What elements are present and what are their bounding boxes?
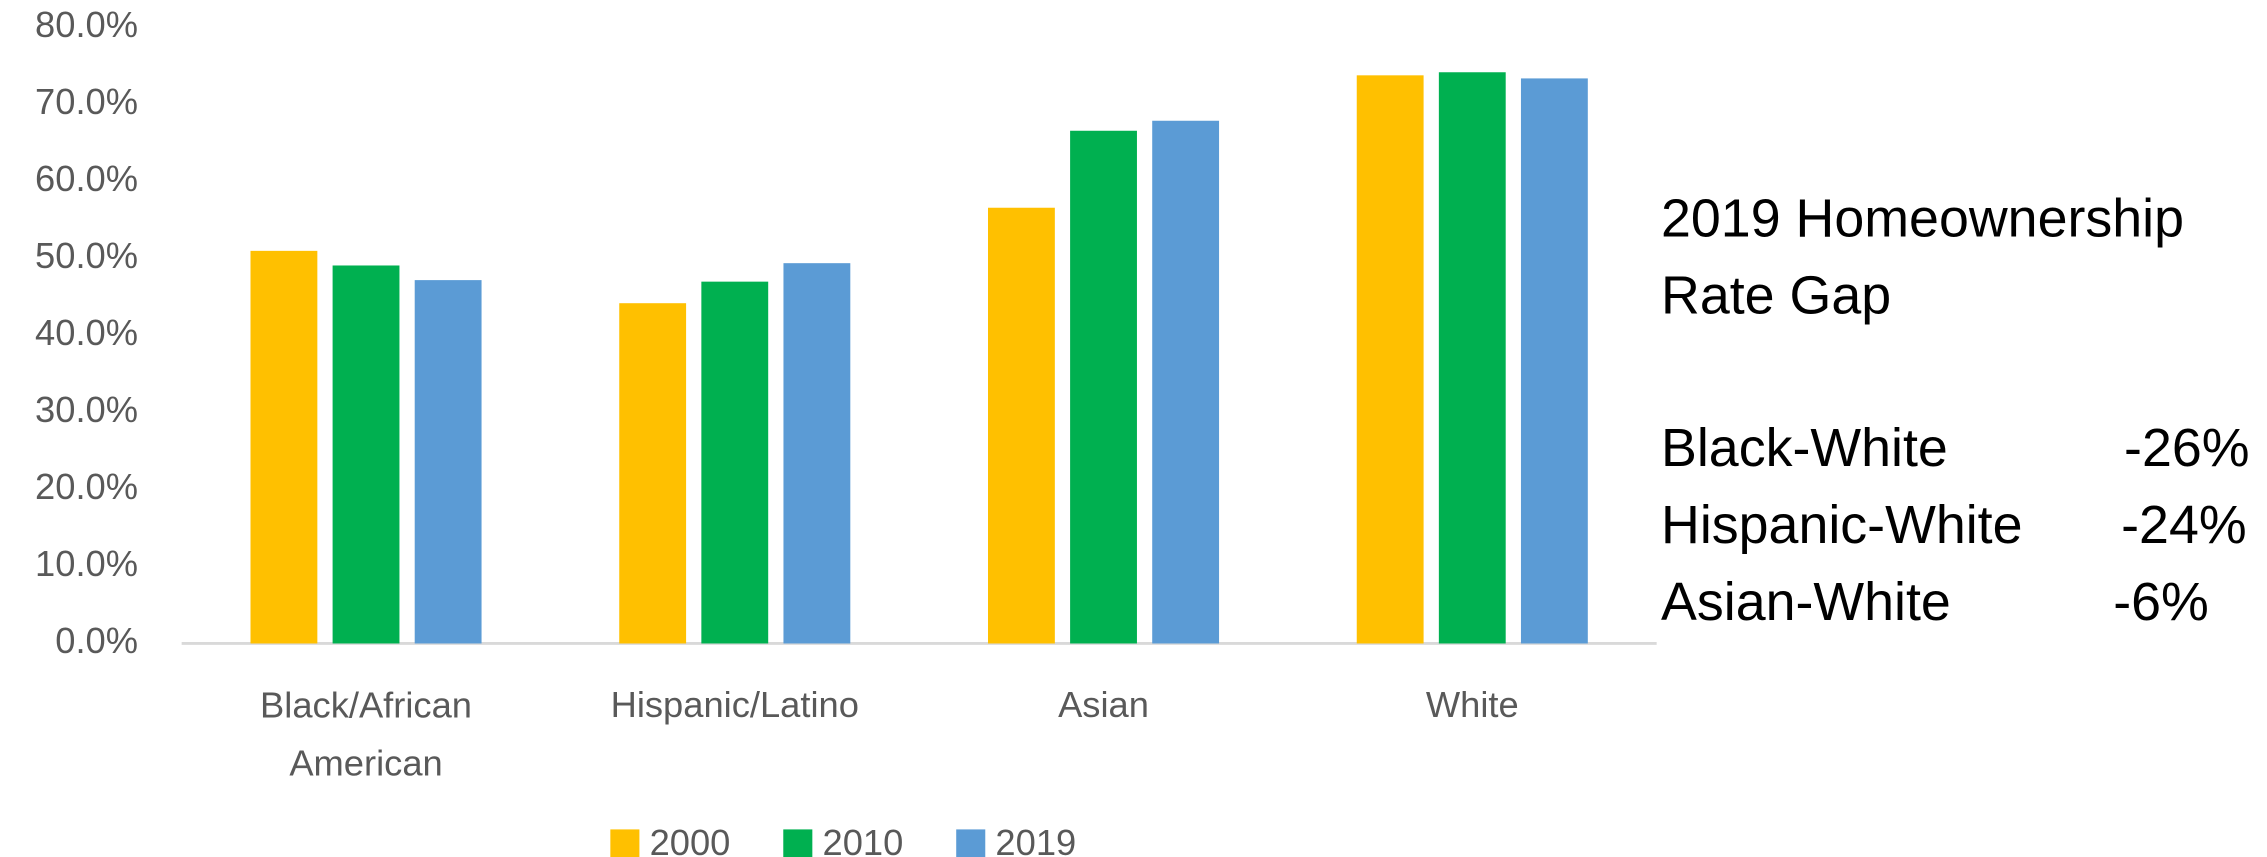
annotation-value: -24% [2121, 495, 2247, 555]
legend-label: 2000 [650, 822, 731, 857]
bar [1356, 75, 1424, 644]
bar [783, 263, 851, 644]
bar [1438, 72, 1506, 644]
y-tick-label: 30.0% [35, 389, 138, 430]
annotation-label: Hispanic-White [1661, 495, 2023, 555]
y-tick-label: 0.0% [55, 620, 138, 661]
y-tick-label: 20.0% [35, 466, 138, 507]
bar [414, 280, 482, 644]
x-tick-label: Hispanic/Latino [611, 684, 859, 725]
bar [987, 207, 1055, 644]
annotation-title: 2019 Homeownership [1661, 188, 2184, 248]
x-tick-label: Asian [1058, 684, 1149, 725]
legend-swatch [610, 829, 640, 857]
legend-label: 2019 [995, 822, 1076, 857]
x-tick-label: White [1426, 684, 1519, 725]
bar [250, 250, 318, 644]
annotation-label: Black-White [1661, 418, 1948, 478]
bar [701, 281, 769, 644]
bar [619, 303, 687, 644]
bar [1520, 78, 1588, 644]
bar [1070, 130, 1137, 644]
y-tick-label: 80.0% [35, 4, 138, 45]
legend-label: 2010 [823, 822, 904, 857]
y-tick-label: 10.0% [35, 543, 138, 584]
annotation-value: -26% [2124, 418, 2250, 478]
x-tick-label: Black/African American [260, 684, 472, 783]
y-tick-label: 60.0% [35, 158, 138, 199]
annotation-label: Asian-White [1661, 572, 1951, 632]
bar [332, 265, 400, 644]
y-tick-label: 70.0% [35, 81, 138, 122]
legend-swatch [956, 829, 986, 857]
bar [1152, 120, 1220, 644]
annotation-title: Rate Gap [1661, 265, 1891, 325]
y-tick-label: 50.0% [35, 235, 138, 276]
y-tick-label: 40.0% [35, 312, 138, 353]
annotation-value: -6% [2113, 572, 2209, 632]
legend-swatch [783, 829, 813, 857]
